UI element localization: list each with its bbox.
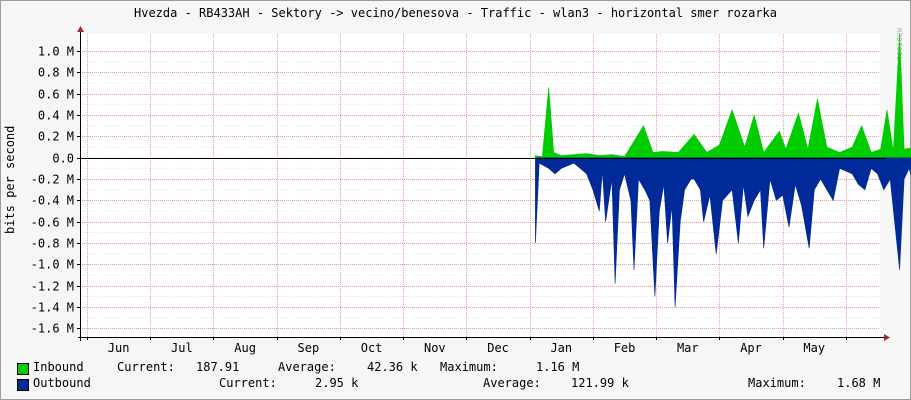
x-tick-label: Aug: [234, 341, 256, 355]
x-tick-label: Dec: [487, 341, 509, 355]
inbound-area: [535, 33, 911, 159]
series-group: [535, 33, 911, 308]
grid-lines: [80, 34, 880, 337]
x-tick-labels: Jun Jul Aug Sep Oct Nov Dec Jan Feb Mar Apr May: [108, 341, 825, 355]
y-tick-label: -1.4 M: [31, 301, 74, 315]
inbound-swatch: [17, 363, 29, 375]
chart-title: Hvezda - RB433AH - Sektory -> vecino/ben…: [134, 6, 777, 20]
outbound-average-value: 121.99 k: [571, 376, 629, 390]
y-tick-label: -1.2 M: [31, 280, 74, 294]
inbound-current-value: 187.91: [196, 360, 240, 374]
outbound-current-value: 2.95 k: [315, 376, 359, 390]
x-tick-label: Jan: [550, 341, 572, 355]
x-tick-label: Apr: [740, 341, 762, 355]
outbound-swatch: [17, 379, 29, 391]
y-tick-label: 0.2 M: [38, 130, 74, 144]
x-tick-label: Oct: [361, 341, 383, 355]
y-tick-label: 0.0: [52, 152, 74, 166]
y-tick-label: 0.4 M: [38, 109, 74, 123]
outbound-average-label: Average:: [483, 376, 541, 390]
inbound-average-value: 42.36 k: [367, 360, 418, 374]
y-tick-labels: 1.0 M 0.8 M 0.6 M 0.4 M 0.2 M 0.0 -0.2 M -0.4 M…: [31, 45, 74, 336]
outbound-maximum-value: 1.68 M: [837, 376, 881, 390]
inbound-average-label: Average:: [278, 360, 336, 374]
y-tick-label: 1.0 M: [38, 45, 74, 59]
outbound-area: [535, 157, 911, 308]
x-tick-label: Mar: [677, 341, 699, 355]
x-axis-arrow: [884, 334, 890, 341]
y-tick-label: 0.8 M: [38, 66, 74, 80]
y-tick-label: -1.6 M: [31, 322, 74, 336]
x-tick-label: Jun: [108, 341, 130, 355]
inbound-label: Inbound: [33, 360, 84, 374]
inbound-current-label: Current:: [117, 360, 175, 374]
y-tick-label: -1.0 M: [31, 258, 74, 272]
outbound-maximum-label: Maximum:: [748, 376, 806, 390]
y-tick-label: 0.6 M: [38, 88, 74, 102]
outbound-label: Outbound: [33, 376, 91, 390]
y-tick-label: -0.8 M: [31, 237, 74, 251]
y-tick-label: -0.2 M: [31, 173, 74, 187]
x-tick-label: Nov: [424, 341, 446, 355]
x-tick-label: Jul: [171, 341, 193, 355]
y-axis-arrow: [77, 26, 84, 32]
y-tick-label: -0.6 M: [31, 216, 74, 230]
y-tick-label: -0.4 M: [31, 194, 74, 208]
axes: [77, 26, 890, 341]
x-tick-label: Sep: [298, 341, 320, 355]
outbound-current-label: Current:: [219, 376, 277, 390]
inbound-maximum-label: Maximum:: [440, 360, 498, 374]
inbound-maximum-value: 1.16 M: [536, 360, 580, 374]
x-tick-label: Feb: [614, 341, 636, 355]
x-tick-label: May: [803, 341, 825, 355]
